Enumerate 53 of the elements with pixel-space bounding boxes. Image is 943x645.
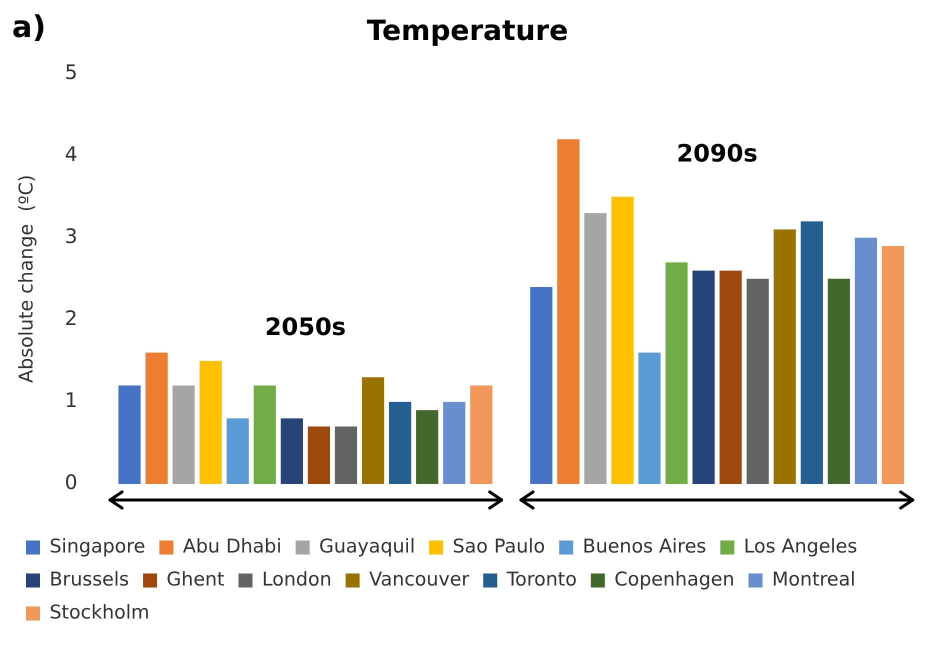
bar xyxy=(145,352,168,484)
bar xyxy=(774,230,796,484)
bar xyxy=(118,386,141,484)
bar xyxy=(172,386,195,484)
bar xyxy=(665,262,688,484)
bar xyxy=(882,246,904,484)
legend-label: Guayaquil xyxy=(319,535,416,558)
chart-title: Temperature xyxy=(366,14,568,48)
bar xyxy=(362,377,384,484)
legend-label: Montreal xyxy=(772,568,856,590)
y-tick-label: 4 xyxy=(64,142,78,166)
bar xyxy=(557,139,580,484)
y-tick-label: 2 xyxy=(64,306,78,330)
bar xyxy=(584,213,606,484)
bar xyxy=(389,402,412,484)
bar xyxy=(720,270,742,484)
bar xyxy=(200,360,222,484)
legend-label: Toronto xyxy=(506,568,577,590)
bar xyxy=(611,196,634,484)
legend-label: Copenhagen xyxy=(614,568,735,590)
y-tick-label: 5 xyxy=(64,60,78,84)
x-tick-label: 2090s xyxy=(676,140,758,168)
y-tick-label: 1 xyxy=(64,388,78,412)
x-tick-label: 2050s xyxy=(264,312,346,341)
bar xyxy=(692,270,715,484)
bar xyxy=(746,278,769,484)
legend-label: Singapore xyxy=(50,535,146,558)
bar xyxy=(334,426,358,484)
bar xyxy=(254,386,276,484)
legend-label: Los Angeles xyxy=(744,535,858,558)
legend-label: Vancouver xyxy=(369,568,470,590)
bar xyxy=(828,278,850,484)
y-tick-label: 3 xyxy=(64,224,78,248)
legend-label: Brussels xyxy=(50,568,130,590)
bar xyxy=(530,287,552,484)
text: a) xyxy=(12,10,46,45)
bar xyxy=(226,418,249,484)
legend-label: Abu Dhabi xyxy=(182,535,282,558)
y-tick-label: 0 xyxy=(64,470,78,494)
bar xyxy=(470,386,492,484)
legend-label: Sao Paulo xyxy=(452,535,546,558)
bar xyxy=(443,402,466,484)
y-axis-title: Absolute change (ºC) xyxy=(15,174,38,383)
bar xyxy=(854,238,878,484)
bar xyxy=(308,426,330,484)
bar xyxy=(416,410,438,484)
bar xyxy=(638,352,661,484)
legend-label: Ghent xyxy=(166,568,225,590)
legend-label: Stockholm xyxy=(50,601,150,624)
bar xyxy=(800,221,823,484)
legend-label: Buenos Aires xyxy=(582,535,706,558)
legend-label: London xyxy=(262,568,332,590)
bar xyxy=(280,418,303,484)
